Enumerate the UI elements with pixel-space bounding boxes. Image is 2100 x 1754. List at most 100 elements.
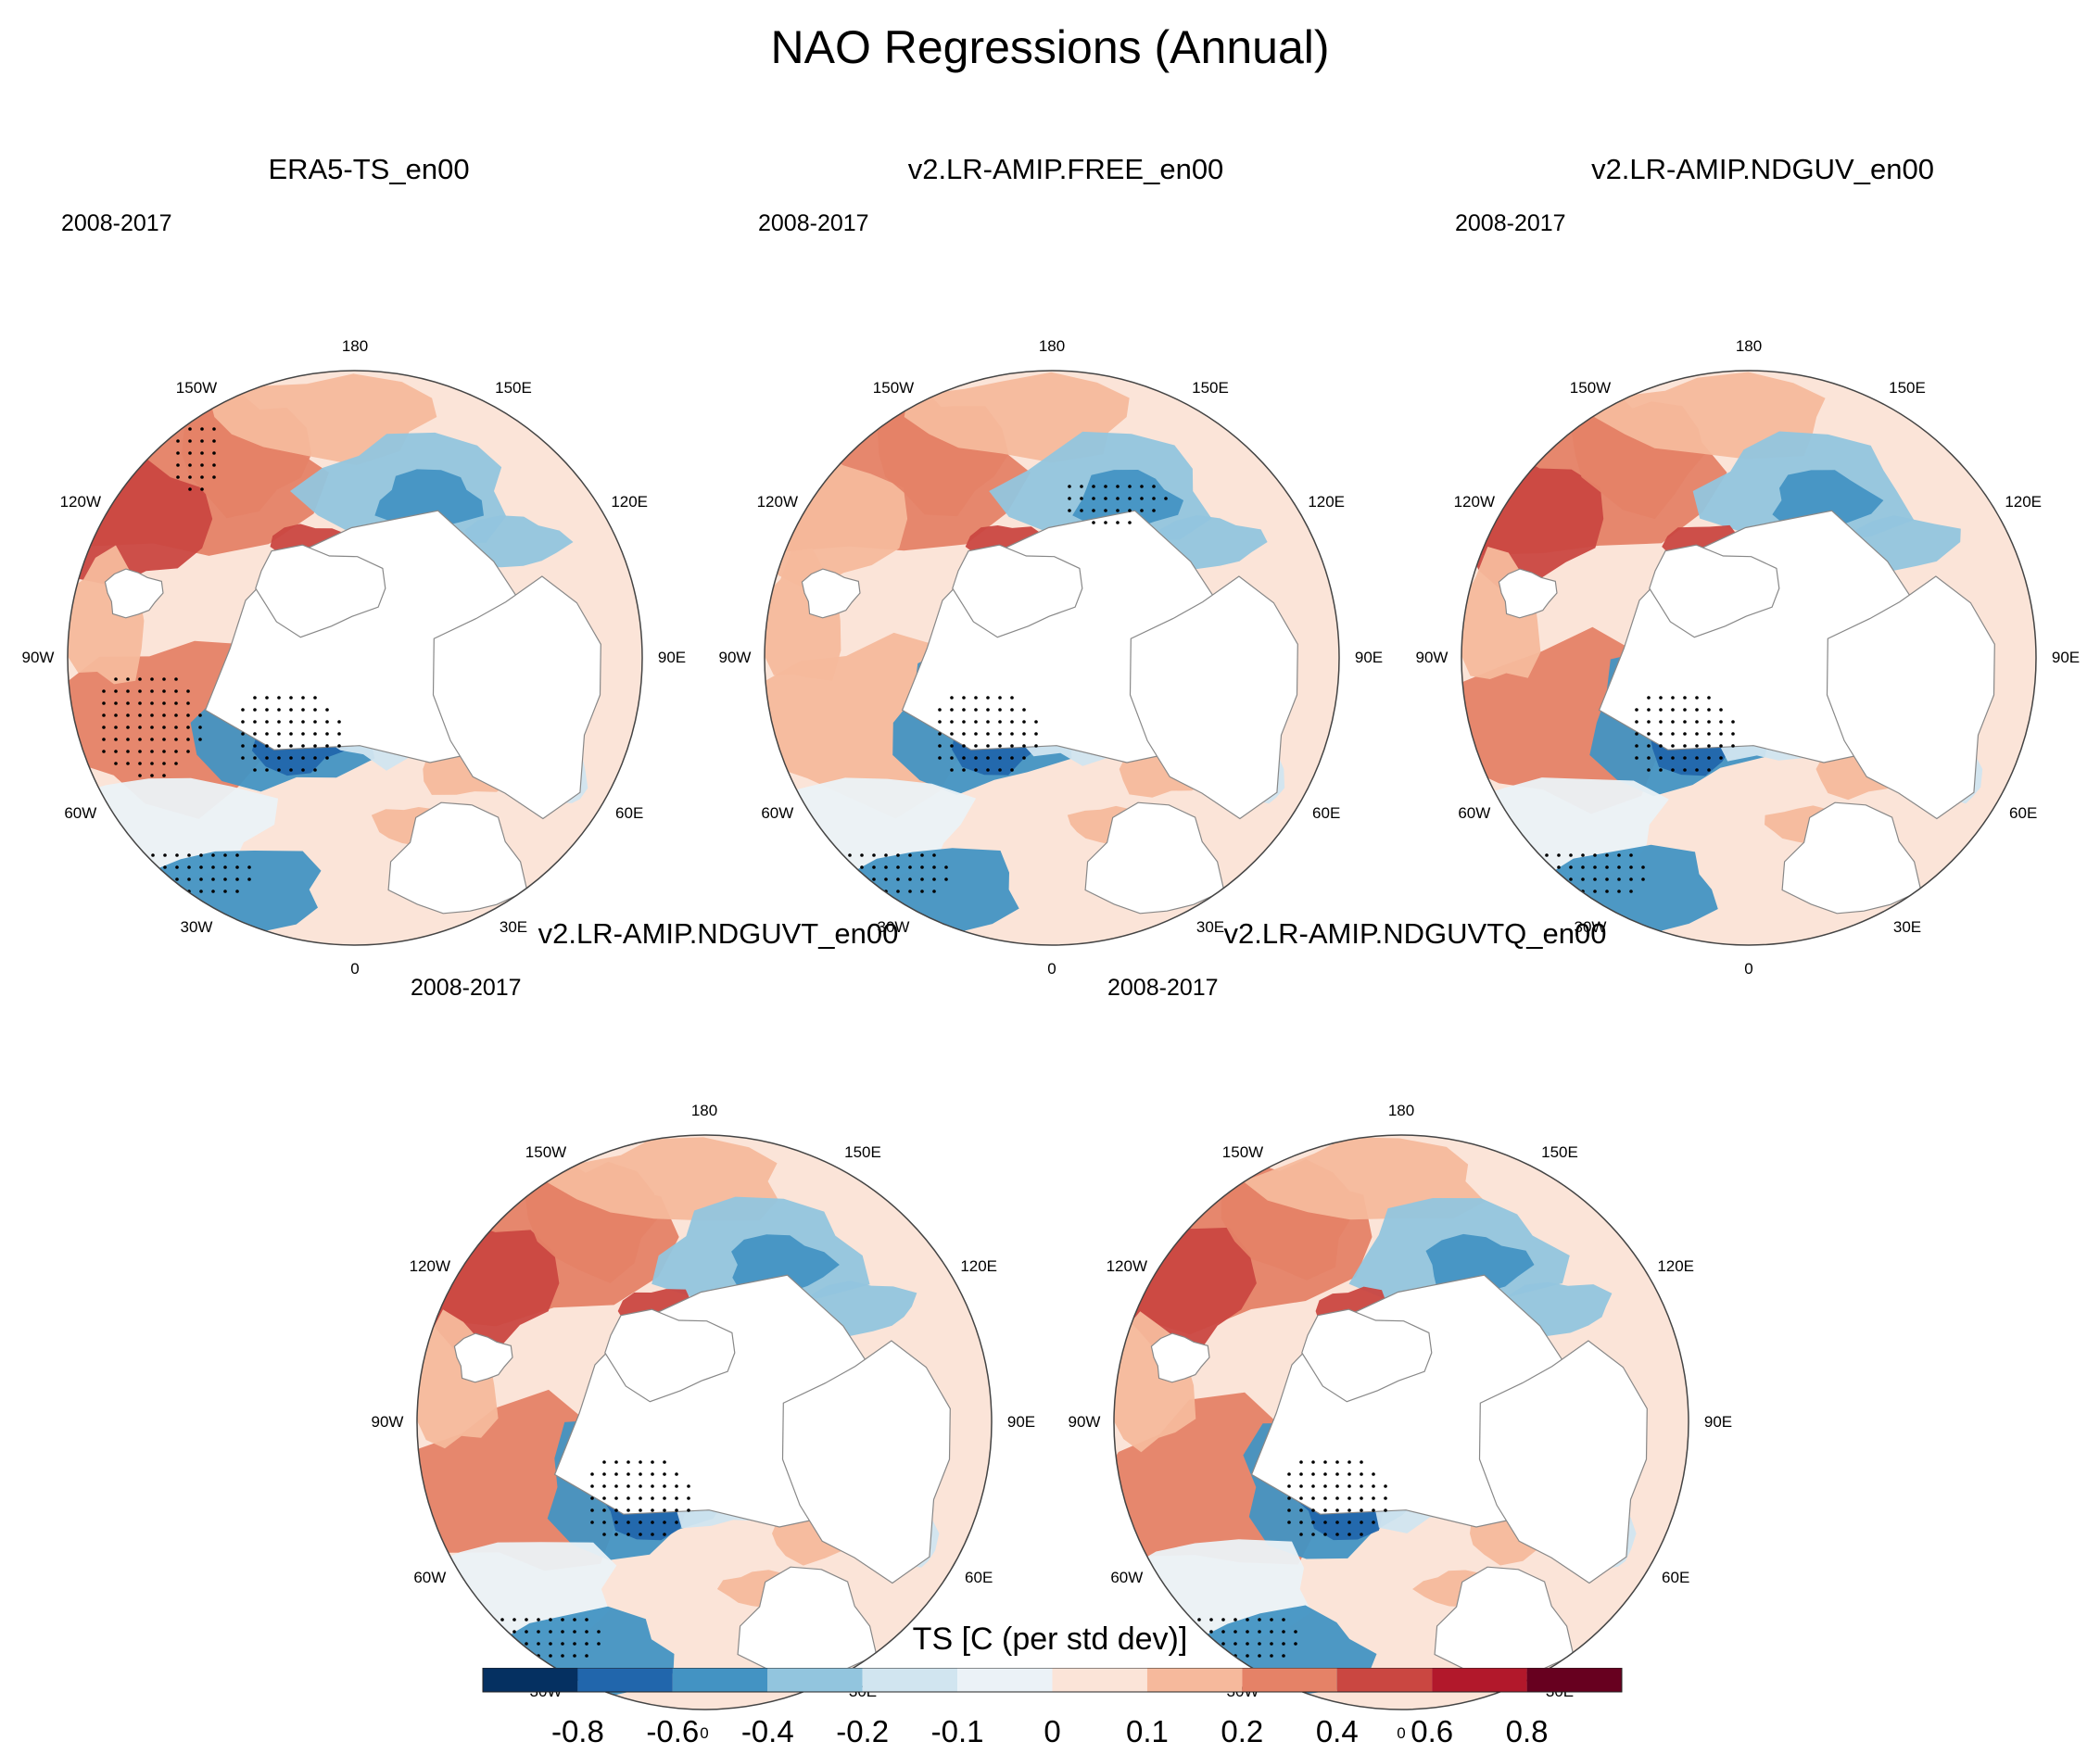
colorbar-tick-label: -0.2 [836,1714,890,1748]
map-panel-1: ERA5-TS_en00 2008-2017 180 150E 120E 90E 60E 30… [22,153,712,978]
land-mass [801,568,861,619]
colorbar-swatch [1336,1668,1433,1692]
longitude-label: 180 [1387,1102,1415,1119]
longitude-label: 0 [1397,1724,1406,1742]
colorbar-swatch [577,1668,673,1692]
longitude-label: 90W [718,649,752,666]
land-mass [781,1340,951,1584]
colorbar-tick-label: 0.8 [1505,1714,1549,1748]
panel-title: ERA5-TS_en00 [268,153,470,185]
longitude-label: 150W [872,379,915,397]
period-label: 2008-2017 [758,210,869,236]
polar-map [764,370,1340,946]
land-mass [1478,1340,1648,1584]
anomaly-region [1425,1233,1535,1295]
longitude-label: 150E [1889,379,1926,397]
colorbar-tick-label: 0.1 [1125,1714,1169,1748]
longitude-label: 90E [1006,1413,1036,1431]
longitude-label: 90E [1354,649,1384,666]
longitude-label: 30W [1574,917,1607,936]
longitude-label: 180 [1735,337,1763,355]
longitude-label: 60E [2009,804,2038,822]
colorbar-title: TS [C (per std dev)] [912,1622,1188,1657]
polar-map [416,1134,993,1710]
significance-stippling [1185,1460,1387,1658]
period-label: 2008-2017 [1455,210,1566,236]
colorbar-tick-label: 0 [1044,1714,1061,1748]
period-label: 2008-2017 [411,975,522,1001]
map-boundary [416,1134,993,1710]
longitude-label: 120W [1453,493,1496,511]
period-label: 2008-2017 [1107,975,1219,1001]
colorbar-swatch [1146,1668,1243,1692]
longitude-label: 120E [960,1257,998,1275]
land-mass [432,575,601,820]
longitude-label: 90E [1703,1413,1733,1431]
longitude-label: 150E [1541,1143,1578,1161]
longitude-label: 90W [1415,649,1448,666]
colorbar-tick-label: -0.1 [930,1714,984,1748]
land-mass [1781,801,1922,915]
anomaly-region [1594,372,1826,460]
colorbar [482,1668,1623,1693]
longitude-label: 150W [1569,379,1612,397]
longitude-label: 60E [965,1569,993,1586]
longitude-label: 30W [877,917,910,936]
longitude-label: 90W [1068,1413,1101,1431]
longitude-label: 150W [1221,1143,1264,1161]
longitude-label: 150E [1192,379,1229,397]
map-boundary [1113,1134,1689,1710]
colorbar-swatch [957,1668,1053,1692]
longitude-label: 120W [59,493,102,511]
longitude-label: 180 [690,1102,718,1119]
colorbar-tick-label: 0.4 [1315,1714,1359,1748]
colorbar-swatch [1242,1668,1337,1692]
land-mass [1150,1332,1210,1383]
longitude-label: 60W [413,1569,447,1586]
colorbar-tick-label: -0.8 [550,1714,604,1748]
significance-stippling [488,1460,690,1658]
anomaly-region [1159,515,1268,569]
longitude-label: 60E [1662,1569,1690,1586]
polar-map [1461,370,2037,946]
anomaly-region [1243,1137,1486,1220]
anomaly-region [545,1137,778,1221]
significance-stippling [836,485,1168,893]
anomaly-region [1072,470,1184,528]
longitude-label: 120E [1657,1257,1695,1275]
longitude-label: 120W [1106,1257,1148,1275]
longitude-label: 180 [341,337,369,355]
colorbar-swatch [483,1668,578,1692]
longitude-label: 30E [499,917,528,936]
longitude-label: 150E [495,379,532,397]
land-mass [104,568,164,619]
map-panel-4: v2.LR-AMIP.NDGUVT_en00 2008-2017 180 150E 12… [371,917,1061,1742]
land-mass [387,801,528,915]
panel-title: v2.LR-AMIP.NDGUV_en00 [1591,153,1934,185]
longitude-label: 150W [175,379,218,397]
land-mass [952,544,1083,638]
colorbar-swatch [672,1668,768,1692]
longitude-label: 120W [409,1257,451,1275]
longitude-label: 90W [371,1413,404,1431]
colorbar-swatch [862,1668,958,1692]
anomaly-region [731,1234,840,1293]
land-mass [1129,575,1298,820]
colorbar-tick-label: 0.6 [1411,1714,1454,1748]
longitude-label: 90E [657,649,687,666]
longitude-label: 120E [2005,493,2043,511]
colorbar-swatch [767,1668,863,1692]
longitude-label: 30E [1892,917,1922,936]
colorbar-tick-label: -0.6 [646,1714,700,1748]
anomaly-region [374,469,484,528]
land-mass [1301,1308,1433,1403]
land-mass [1649,544,1780,638]
land-mass [255,544,386,638]
longitude-label: 0 [1744,960,1753,978]
map-boundary [67,370,643,946]
longitude-label: 150E [844,1143,881,1161]
longitude-label: 90E [2051,649,2081,666]
panel-title: v2.LR-AMIP.FREE_en00 [907,153,1224,185]
polar-map [67,370,643,946]
longitude-label: 0 [1047,960,1056,978]
